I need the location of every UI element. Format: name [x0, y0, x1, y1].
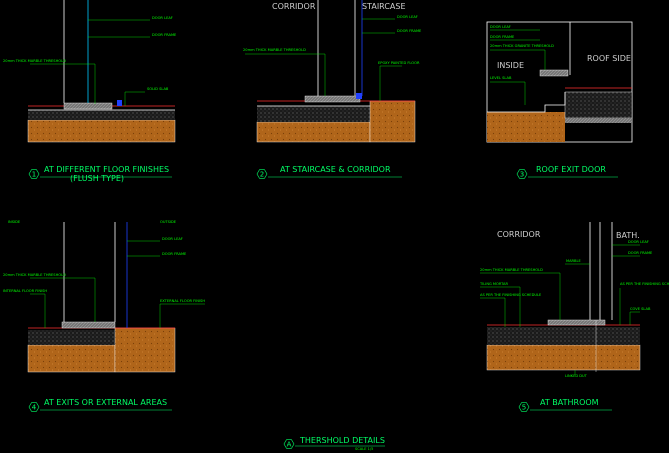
annotation: DOOR FRAME — [490, 35, 515, 39]
caption-number: 2 — [260, 171, 264, 179]
caption-hexagon — [518, 402, 530, 412]
room-name: INSIDE — [497, 61, 524, 70]
caption-number: 3 — [520, 171, 524, 179]
linework — [27, 0, 641, 447]
room-name: OUTSIDE — [160, 220, 177, 224]
annotation: SOLID SLAB — [147, 87, 169, 91]
annotation: AS PER THE FINISHING SCHEDULE — [480, 293, 542, 297]
annotation: 20mm THICK MARBLE THRESHOLD — [3, 273, 66, 277]
room-name: ROOF SIDE — [587, 54, 631, 63]
annotation: MARBLE — [566, 259, 582, 263]
caption-subtitle: (FLUSH TYPE) — [70, 174, 124, 183]
caption-number: 5 — [522, 404, 526, 412]
annotation: DOOR FRAME — [628, 251, 653, 255]
annotation: EXTERNAL FLOOR FINISH — [160, 299, 205, 303]
caption-title: AT BATHROOM — [540, 398, 599, 407]
annotation: EPOXY PAINTED FLOOR — [378, 61, 420, 65]
caption-title: AT EXITS OR EXTERNAL AREAS — [44, 398, 167, 407]
room-name: CORRIDOR — [272, 2, 316, 11]
annotation: DOOR LEAF — [628, 240, 649, 244]
caption-number: 1 — [32, 171, 36, 179]
annotation: DOOR FRAME — [152, 33, 177, 37]
annotation: AS PER THE FINISHING SCHEDULE — [620, 282, 669, 286]
room-name: INSIDE — [8, 220, 21, 224]
caption-hexagon — [256, 169, 268, 179]
annotation: DOOR LEAF — [162, 237, 183, 241]
annotation: LINKED DUT — [565, 374, 588, 378]
caption-hexagon — [28, 169, 40, 179]
caption-number: 4 — [32, 404, 37, 412]
annotation: TILING MORTAR — [479, 282, 508, 286]
annotation: DOOR LEAF — [490, 25, 511, 29]
annotation: INTERNAL FLOOR FINISH — [3, 289, 47, 293]
annotation: COVE SLAB — [630, 307, 651, 311]
caption-title: ROOF EXIT DOOR — [536, 165, 606, 174]
room-name: STAIRCASE — [362, 2, 406, 11]
caption-title: AT STAIRCASE & CORRIDOR — [280, 165, 391, 174]
annotation: LEVEL SLAB — [490, 76, 512, 80]
annotation: DOOR LEAF — [397, 15, 418, 19]
footer-scale: SCALE 1/5 — [355, 447, 373, 451]
annotation: 20mm THICK MARBLE THRESHOLD — [3, 59, 66, 63]
annotation: DOOR LEAF — [152, 16, 173, 20]
caption-title: AT DIFFERENT FLOOR FINISHES — [44, 165, 169, 174]
annotation: 20mm THICK GRANITE THRESHOLD — [490, 44, 554, 48]
annotation: DOOR FRAME — [397, 29, 422, 33]
footer-number: A — [287, 441, 292, 449]
caption-hexagon — [516, 169, 528, 179]
room-name: BATH. — [616, 231, 640, 240]
room-name: CORRIDOR — [497, 230, 541, 239]
footer-title: THERSHOLD DETAILS — [299, 436, 385, 445]
annotation: DOOR FRAME — [162, 252, 187, 256]
annotation: 20mm THICK MARBLE THRESHOLD — [480, 268, 543, 272]
caption-hexagon — [28, 402, 40, 412]
caption-hexagon — [283, 439, 295, 449]
annotation: 20mm THICK MARBLE THRESHOLD — [243, 48, 306, 52]
